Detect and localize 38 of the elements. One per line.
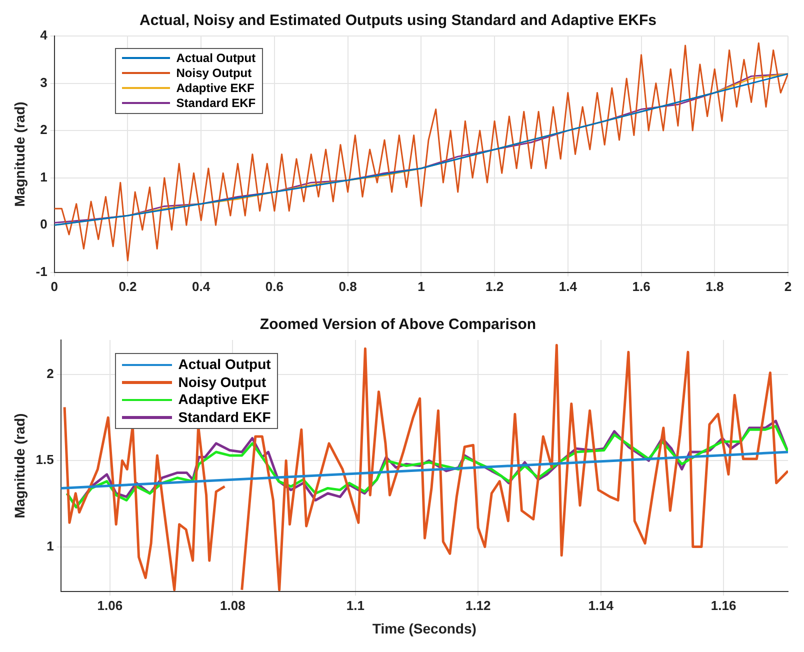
- chart-title: Zoomed Version of Above Comparison: [260, 316, 536, 334]
- y-axis-title: Magnitude (rad): [11, 413, 28, 518]
- x-tick-label: 1.12: [465, 598, 491, 613]
- x-tick-label: 0.4: [192, 278, 211, 294]
- x-tick-label: 1.1: [346, 598, 364, 613]
- x-axis-title: Time (Seconds): [372, 620, 476, 636]
- chart-title: Actual, Noisy and Estimated Outputs using Standard and Adaptive EKFs: [139, 12, 657, 30]
- y-tick-label: 2: [40, 122, 48, 138]
- legend-label: Adaptive EKF: [178, 391, 270, 409]
- x-tick-label: 1.4: [558, 278, 578, 294]
- legend-label: Adaptive EKF: [176, 80, 254, 96]
- y-tick-label: 1.5: [36, 452, 54, 468]
- x-tick-label: 1.16: [710, 598, 736, 613]
- x-tick-label: 1.8: [706, 278, 724, 294]
- y-tick-label: -1: [36, 264, 48, 279]
- y-axis-title: Magnitude (rad): [11, 102, 28, 207]
- legend-label: Actual Output: [178, 356, 271, 374]
- x-tick-label: 1.6: [632, 278, 650, 294]
- x-tick-label: 2: [784, 278, 792, 294]
- x-tick-label: 1.08: [220, 598, 246, 613]
- legend-label: Standard EKF: [176, 96, 256, 111]
- x-tick-label: 1.2: [486, 278, 504, 294]
- y-tick-label: 3: [40, 74, 48, 90]
- y-tick-label: 1: [46, 538, 54, 554]
- y-tick-label: 1: [40, 169, 48, 184]
- x-tick-label: 1: [418, 278, 425, 294]
- x-tick-label: 1.06: [97, 598, 123, 613]
- legend-label: Noisy Output: [176, 66, 252, 81]
- x-tick-label: 0.2: [118, 278, 137, 294]
- x-tick-label: 1.14: [588, 598, 614, 613]
- x-tick-label: 0.6: [265, 278, 284, 294]
- y-tick-label: 4: [40, 28, 48, 43]
- legend-label: Actual Output: [176, 50, 256, 66]
- legend-label: Standard EKF: [178, 408, 271, 426]
- y-tick-label: 2: [46, 366, 54, 382]
- legend-label: Noisy Output: [178, 374, 266, 392]
- x-tick-label: 0.8: [338, 278, 357, 294]
- y-tick-label: 0: [40, 216, 48, 232]
